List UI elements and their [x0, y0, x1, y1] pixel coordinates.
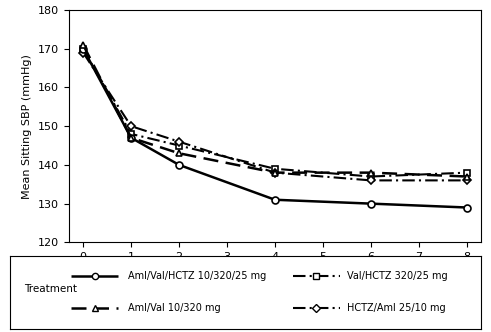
Text: Aml/Val/HCTZ 10/320/25 mg: Aml/Val/HCTZ 10/320/25 mg: [128, 271, 266, 281]
Text: Aml/Val 10/320 mg: Aml/Val 10/320 mg: [128, 303, 220, 313]
X-axis label: Week: Week: [258, 268, 292, 281]
Text: HCTZ/Aml 25/10 mg: HCTZ/Aml 25/10 mg: [347, 303, 445, 313]
Text: Val/HCTZ 320/25 mg: Val/HCTZ 320/25 mg: [347, 271, 447, 281]
Y-axis label: Mean Sitting SBP (mmHg): Mean Sitting SBP (mmHg): [22, 54, 32, 199]
Text: Treatment: Treatment: [24, 284, 77, 293]
